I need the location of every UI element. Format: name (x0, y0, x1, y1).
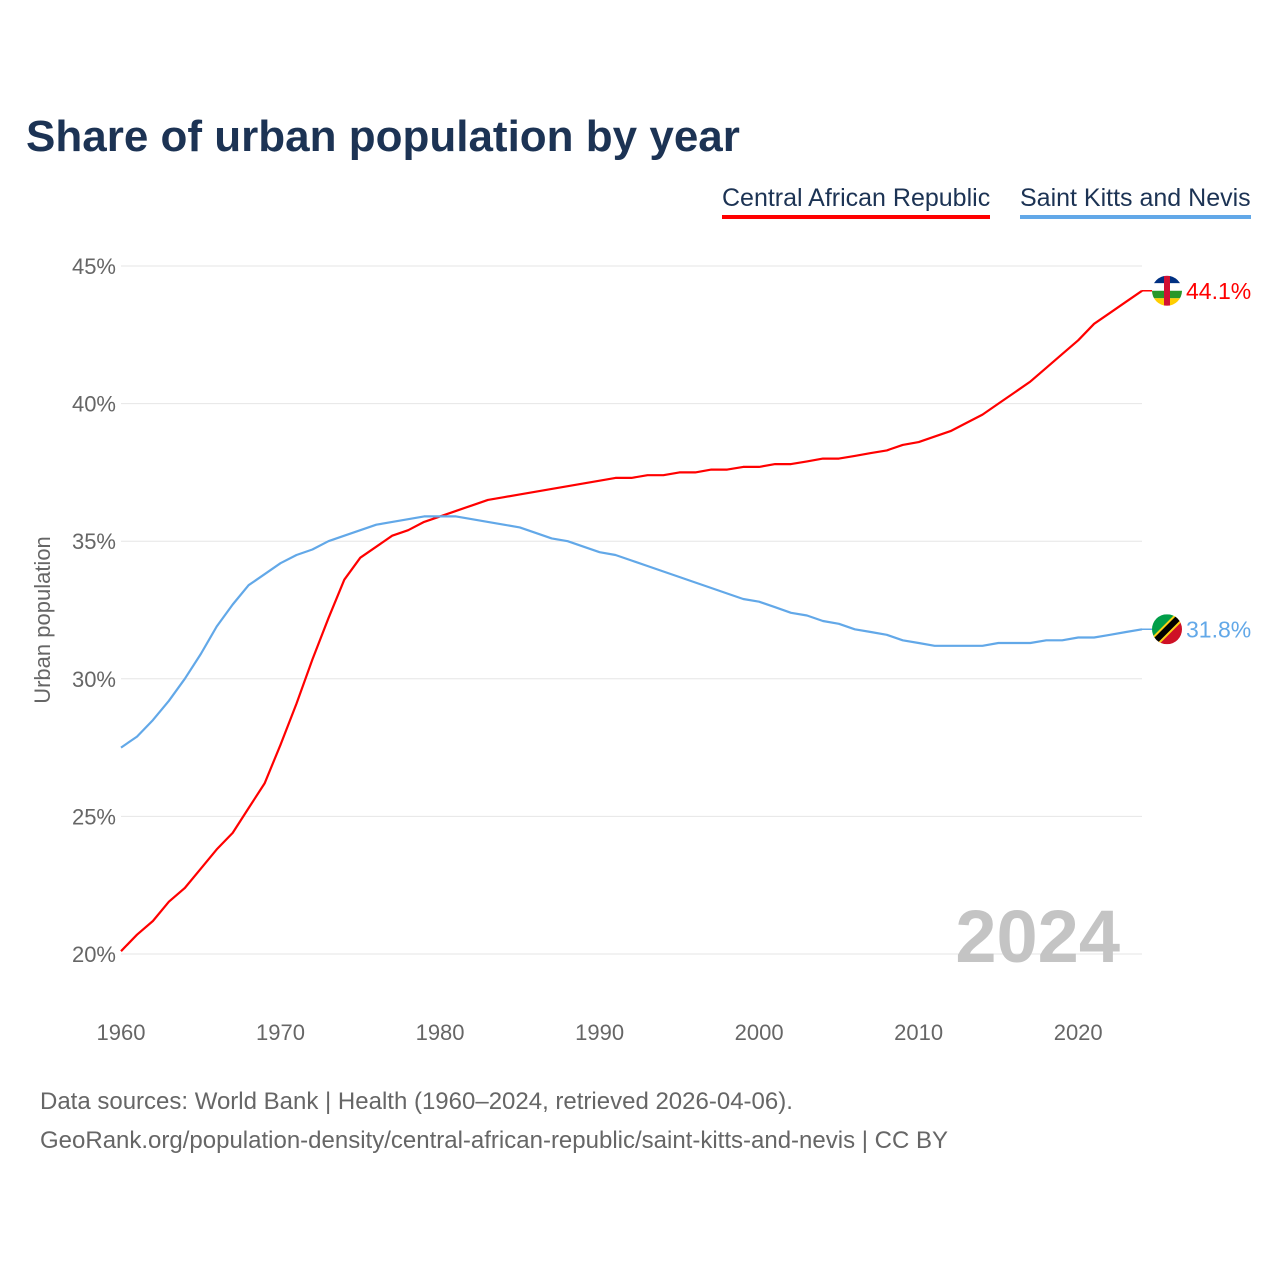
flag-central-african-republic-icon (1152, 275, 1182, 306)
y-tick-label: 45% (72, 254, 116, 279)
x-tick-label: 2020 (1054, 1020, 1103, 1045)
y-tick-label: 30% (72, 667, 116, 692)
y-tick-label: 25% (72, 804, 116, 829)
x-tick-label: 1980 (416, 1020, 465, 1045)
y-tick-label: 40% (72, 392, 116, 417)
x-tick-label: 2000 (735, 1020, 784, 1045)
x-tick-label: 1970 (256, 1020, 305, 1045)
legend-saint-kitts-and-nevis[interactable]: Saint Kitts and Nevis (1020, 184, 1251, 219)
flag-saint-kitts-and-nevis-icon (1152, 614, 1182, 645)
source-note: Data sources: World Bank | Health (1960–… (40, 1088, 793, 1115)
series-line-saint-kitts-and-nevis (120, 515, 1143, 749)
legend-central-african-republic[interactable]: Central African Republic (722, 184, 991, 219)
x-tick-label: 1990 (575, 1020, 624, 1045)
source-url: GeoRank.org/population-density/central-a… (40, 1127, 948, 1154)
x-tick-label: 2010 (894, 1020, 943, 1045)
end-value-label: 44.1% (1186, 278, 1251, 304)
end-value-label: 31.8% (1186, 616, 1251, 642)
y-tick-label: 20% (72, 942, 116, 967)
year-watermark: 2024 (955, 895, 1120, 978)
series-line-central-african-republic (120, 289, 1143, 952)
chart-title: Share of urban population by year (26, 112, 740, 161)
y-axis-label: Urban population (30, 536, 55, 704)
x-tick-label: 1960 (97, 1020, 146, 1045)
y-tick-label: 35% (72, 529, 116, 554)
